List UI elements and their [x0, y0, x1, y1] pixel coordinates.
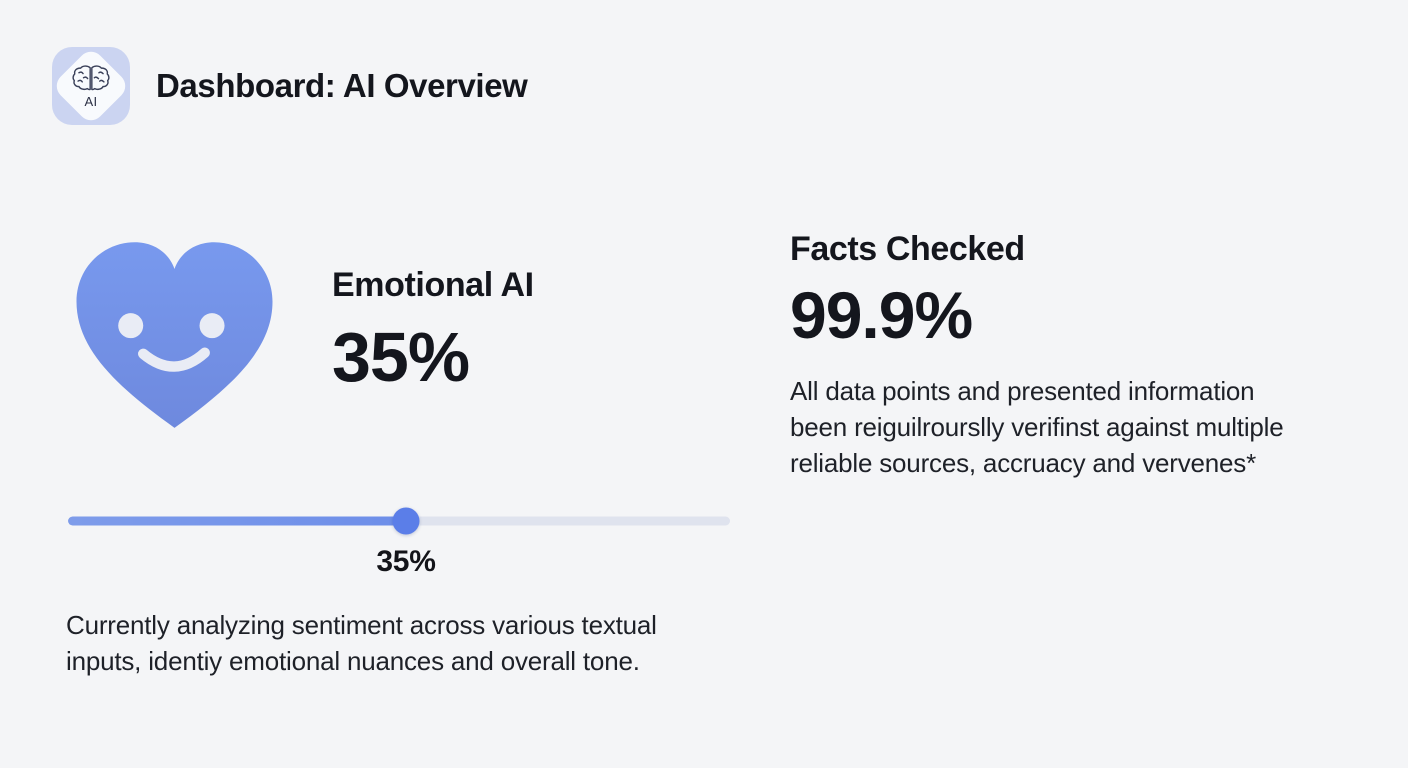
emotional-ai-slider[interactable] [68, 507, 730, 535]
heart-smiley-icon [76, 242, 273, 428]
slider-thumb[interactable] [392, 507, 420, 535]
page-title: Dashboard: AI Overview [156, 67, 528, 104]
facts-checked-title: Facts Checked [790, 230, 1025, 268]
facts-checked-description: All data points and presented informatio… [790, 376, 1284, 478]
brain-icon [72, 65, 110, 91]
slider-fill [68, 516, 406, 526]
emotional-ai-value: 35% [332, 318, 470, 396]
app-logo-label: AI [84, 94, 98, 109]
slider-value-label: 35% [376, 545, 436, 578]
heart-right-eye [199, 313, 225, 339]
facts-checked-value: 99.9% [790, 278, 973, 352]
header: AI Dashboard: AI Overview [52, 47, 528, 125]
emotional-ai-stat: Emotional AI 35% [332, 266, 534, 392]
emotional-ai-title: Emotional AI [332, 266, 534, 304]
app-logo: AI [52, 47, 130, 125]
heart-smile [138, 347, 210, 372]
heart-left-eye [118, 313, 144, 339]
emotional-ai-description: Currently analyzing sentiment across var… [66, 610, 657, 676]
app-logo-content: AI [52, 47, 130, 125]
facts-checked-section: Facts Checked 99.9% All data points and … [790, 229, 1284, 481]
